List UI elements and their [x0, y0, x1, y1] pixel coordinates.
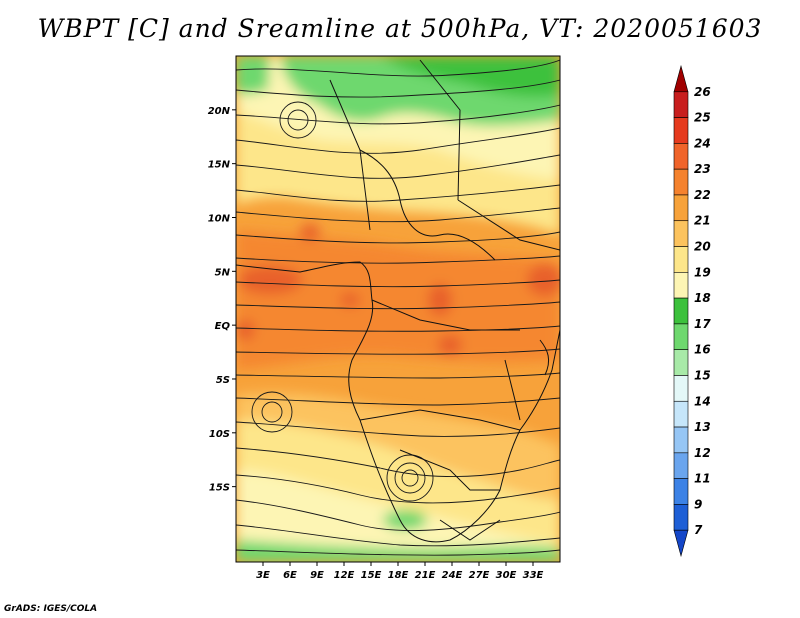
colorbar: 26 25 24 23 22 21 20 19 18 17 16 15 14 13 12 11 9 7 — [673, 64, 711, 558]
coastlines-borders — [236, 59, 560, 543]
x-tick-label: 3E — [256, 570, 270, 581]
x-tick-label: 6E — [283, 570, 297, 581]
colorbar-segment-6 — [673, 220, 689, 247]
colorbar-label: 17 — [694, 317, 711, 331]
x-tick-label: 27E — [469, 570, 490, 581]
colorbar-label: 9 — [694, 497, 702, 511]
colorbar-label: 22 — [694, 188, 711, 202]
y-tick-label: 10N — [208, 213, 231, 224]
streamlines — [236, 59, 560, 556]
colorbar-label: 20 — [694, 240, 711, 254]
x-tick-label: 9E — [310, 570, 324, 581]
wbpt-filled-contours — [236, 56, 560, 562]
colorbar-segment-11 — [673, 349, 689, 376]
colorbar-segment-8 — [673, 272, 689, 299]
x-axis: 3E 6E 9E 12E 15E 18E 21E 24E 27E 30E 33E — [256, 562, 544, 581]
colorbar-segment-0 — [673, 64, 689, 93]
x-tick-label: 24E — [442, 570, 463, 581]
colorbar-segment-7 — [673, 246, 689, 273]
y-tick-label: 15S — [209, 483, 230, 494]
colorbar-segment-15 — [673, 452, 689, 479]
y-tick-label: EQ — [215, 321, 231, 332]
colorbar-segment-5 — [673, 194, 689, 222]
y-tick-label: 15N — [208, 160, 231, 171]
y-tick-label: 20N — [208, 106, 231, 117]
x-tick-label: 15E — [361, 570, 382, 581]
colorbar-label: 11 — [694, 472, 711, 486]
colorbar-segment-13 — [673, 400, 689, 428]
x-tick-label: 18E — [388, 570, 409, 581]
colorbar-segment-3 — [673, 143, 689, 170]
x-tick-label: 21E — [415, 570, 436, 581]
y-tick-label: 5N — [215, 267, 231, 278]
x-tick-label: 30E — [496, 570, 517, 581]
colorbar-segment-1 — [673, 91, 689, 118]
colorbar-label: 21 — [694, 214, 711, 228]
colorbar-label: 13 — [694, 420, 711, 434]
colorbar-label: 12 — [694, 446, 711, 460]
colorbar-segment-16 — [673, 478, 689, 505]
colorbar-label: 19 — [694, 265, 711, 279]
colorbar-segment-10 — [673, 323, 689, 350]
grads-credit: GrADS: IGES/COLA — [4, 604, 98, 614]
chart-title: WBPT [C] and Sreamline at 500hPa, VT: 20… — [37, 14, 763, 43]
colorbar-label: 16 — [694, 343, 711, 357]
y-tick-label: 10S — [209, 429, 230, 440]
x-tick-label: 33E — [523, 570, 544, 581]
colorbar-label: 24 — [694, 136, 711, 150]
colorbar-segment-18 — [673, 529, 689, 558]
colorbar-label: 14 — [694, 394, 711, 408]
colorbar-label: 23 — [694, 162, 711, 176]
colorbar-segment-2 — [673, 117, 689, 144]
colorbar-label: 15 — [694, 368, 711, 382]
colorbar-segment-14 — [673, 426, 689, 454]
colorbar-segment-9 — [673, 297, 689, 325]
colorbar-label: 25 — [694, 111, 711, 125]
colorbar-label: 18 — [694, 291, 711, 305]
y-axis: 20N 15N 10N 5N EQ 5S 10S 15S — [208, 106, 236, 494]
colorbar-label: 7 — [694, 523, 703, 537]
colorbar-segment-12 — [673, 375, 689, 402]
colorbar-label: 26 — [694, 85, 711, 99]
colorbar-segment-17 — [673, 504, 689, 531]
y-tick-label: 5S — [216, 375, 230, 386]
x-tick-label: 12E — [334, 570, 355, 581]
colorbar-segment-4 — [673, 168, 689, 196]
